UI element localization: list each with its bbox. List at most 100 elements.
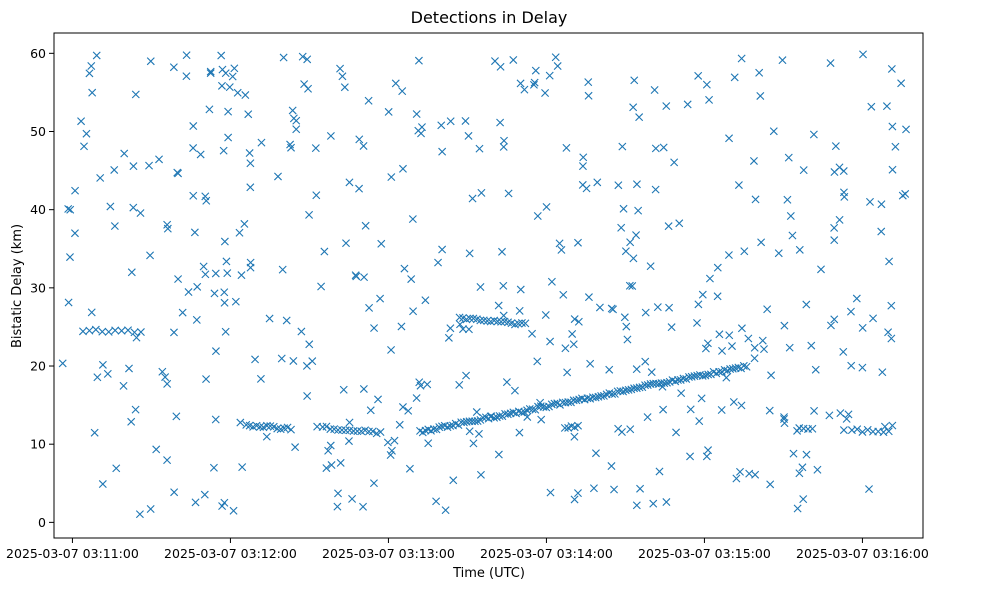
data-point-marker xyxy=(809,130,818,139)
data-point-marker xyxy=(617,223,626,232)
data-point-marker xyxy=(476,470,485,479)
data-point-marker xyxy=(475,144,484,153)
data-point-marker xyxy=(465,314,474,323)
data-point-marker xyxy=(438,245,447,254)
data-point-marker xyxy=(780,419,789,428)
data-point-marker xyxy=(686,452,695,461)
data-point-marker xyxy=(222,257,231,266)
data-point-marker xyxy=(547,277,556,286)
data-point-marker xyxy=(130,328,139,337)
data-point-marker xyxy=(542,403,551,412)
data-point-marker xyxy=(441,506,450,515)
data-point-marker xyxy=(564,398,573,407)
data-point-marker xyxy=(421,296,430,305)
data-point-marker xyxy=(528,405,537,414)
data-point-marker xyxy=(476,316,485,325)
data-point-marker xyxy=(132,333,141,342)
data-point-marker xyxy=(573,489,582,498)
chart-title: Detections in Delay xyxy=(411,8,568,27)
data-point-marker xyxy=(683,100,692,109)
data-point-marker xyxy=(624,385,633,394)
data-point-marker xyxy=(238,463,247,472)
data-point-marker xyxy=(888,421,897,430)
data-point-marker xyxy=(103,369,112,378)
data-point-marker xyxy=(106,202,115,211)
data-point-marker xyxy=(750,343,759,352)
data-point-marker xyxy=(365,303,374,312)
data-point-marker xyxy=(737,54,746,63)
data-point-marker xyxy=(813,465,822,474)
data-point-marker xyxy=(739,361,748,370)
data-point-marker xyxy=(617,428,626,436)
data-point-marker xyxy=(384,107,393,116)
data-point-marker xyxy=(769,127,778,136)
data-point-marker xyxy=(623,335,632,344)
y-tick-label: 30 xyxy=(30,280,46,295)
data-point-marker xyxy=(219,146,228,155)
data-point-marker xyxy=(802,450,811,459)
data-point-marker xyxy=(161,373,170,382)
data-point-marker xyxy=(221,327,230,336)
data-point-marker xyxy=(722,373,731,382)
data-point-marker xyxy=(91,325,100,334)
data-point-marker xyxy=(496,118,505,127)
data-point-marker xyxy=(597,392,606,400)
data-point-marker xyxy=(579,153,588,162)
data-point-marker xyxy=(629,103,638,112)
data-point-marker xyxy=(725,134,734,143)
data-point-marker xyxy=(390,436,399,445)
data-point-marker xyxy=(836,409,845,418)
data-point-marker xyxy=(584,78,593,87)
data-point-marker xyxy=(65,253,74,262)
data-point-marker xyxy=(647,368,656,377)
data-point-marker xyxy=(704,446,713,455)
data-point-marker xyxy=(751,195,760,204)
data-point-marker xyxy=(64,298,73,307)
data-point-marker xyxy=(632,365,641,374)
data-point-marker xyxy=(517,318,526,327)
data-point-marker xyxy=(326,425,335,434)
data-point-marker xyxy=(236,418,245,427)
data-point-marker xyxy=(607,462,616,471)
data-point-marker xyxy=(778,56,787,65)
data-point-marker xyxy=(174,169,183,178)
data-point-marker xyxy=(146,57,155,66)
data-point-marker xyxy=(541,89,550,98)
data-point-marker xyxy=(434,258,443,267)
data-point-marker xyxy=(593,178,602,187)
data-point-marker xyxy=(145,161,154,170)
data-point-marker xyxy=(472,408,481,417)
data-point-marker xyxy=(884,328,893,337)
data-point-marker xyxy=(90,428,99,437)
data-point-marker xyxy=(502,378,511,387)
data-point-marker xyxy=(206,69,215,78)
data-point-marker xyxy=(500,136,508,145)
data-point-marker xyxy=(844,410,853,419)
data-point-marker xyxy=(135,510,144,519)
data-point-marker xyxy=(446,117,455,126)
data-point-marker xyxy=(417,123,426,132)
data-point-marker xyxy=(555,239,564,248)
data-point-marker xyxy=(659,405,668,414)
data-point-marker xyxy=(846,307,855,316)
data-point-marker xyxy=(675,219,684,228)
data-point-marker xyxy=(469,439,478,448)
data-point-marker xyxy=(698,290,707,299)
data-point-marker xyxy=(798,463,807,472)
data-point-marker xyxy=(334,489,342,498)
data-point-marker xyxy=(136,328,145,337)
data-point-marker xyxy=(464,325,473,334)
data-point-marker xyxy=(336,458,345,467)
data-point-marker xyxy=(405,464,414,473)
data-point-marker xyxy=(499,281,508,290)
data-point-marker xyxy=(443,423,452,432)
data-point-marker xyxy=(273,424,282,433)
data-point-marker xyxy=(865,197,874,206)
data-point-marker xyxy=(342,239,351,248)
data-point-marker xyxy=(795,245,804,254)
data-point-marker xyxy=(584,91,593,100)
x-tick-label: 2025-03-07 03:13:00 xyxy=(322,546,455,561)
data-point-marker xyxy=(199,262,208,271)
data-point-marker xyxy=(750,354,759,363)
